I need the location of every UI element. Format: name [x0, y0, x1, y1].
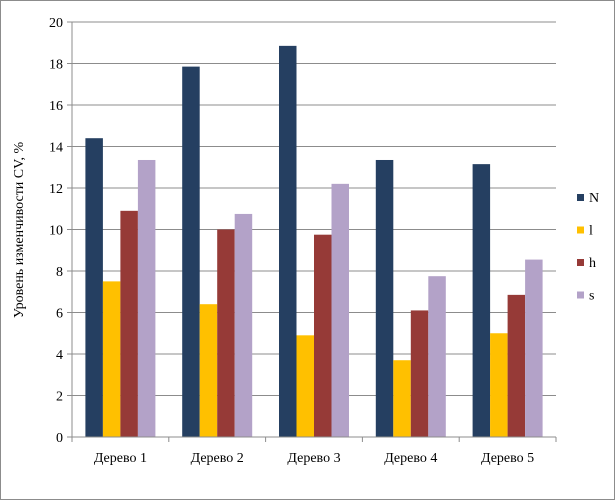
y-tick-label: 2: [56, 390, 63, 405]
bar-N-2: [182, 66, 200, 438]
y-tick-label: 4: [56, 348, 63, 363]
legend-label-N: N: [589, 191, 599, 206]
legend-swatch-h: [577, 259, 584, 266]
tick-labels: 0 2 4 6 8 10 12 14 16 18 20 Дерево 1 Дерево 2 Дерево …: [49, 16, 534, 466]
legend-swatch-N: [577, 194, 584, 201]
bar-l-5: [490, 333, 508, 437]
y-tick-label: 18: [49, 58, 63, 73]
bar-N-4: [375, 159, 394, 438]
legend: Nl h s: [577, 191, 599, 304]
x-tick-label: Дерево 2: [191, 451, 244, 466]
y-tick-label: 16: [49, 99, 63, 114]
legend-label-s: s: [589, 289, 594, 304]
x-tick-label: Дерево 3: [287, 451, 340, 466]
legend-label-h: h: [589, 256, 596, 271]
bar-l-1: [102, 281, 121, 437]
y-tick-label: 6: [56, 307, 63, 322]
bar-s-5: [525, 259, 543, 437]
bar-s-3: [331, 183, 349, 437]
bar-h-4: [410, 310, 429, 437]
bar-h-1: [120, 210, 138, 437]
bar-l-2: [199, 304, 218, 437]
x-tick-label: Дерево 1: [94, 451, 147, 466]
bar-l-4: [393, 360, 411, 437]
bar-N-3: [279, 45, 297, 438]
y-axis-title: Уровень изменчивости CV, %: [12, 142, 27, 319]
x-tick-label: Дерево 4: [384, 451, 437, 466]
bar-N-1: [85, 138, 103, 437]
legend-swatch-s: [577, 291, 584, 299]
bar-h-5: [507, 294, 526, 437]
bar-l-3: [296, 335, 314, 437]
bar-N-5: [472, 164, 491, 437]
y-tick-label: 20: [49, 16, 63, 31]
bar-s-1: [137, 159, 156, 438]
bar-h-3: [314, 234, 332, 437]
axes: [67, 21, 557, 442]
x-tick-label: Дерево 5: [481, 451, 534, 466]
y-tick-label: 12: [49, 182, 63, 197]
y-tick-label: 10: [49, 224, 63, 239]
y-tick-label: 0: [56, 431, 63, 446]
bars: [85, 45, 543, 438]
bar-s-4: [428, 276, 446, 437]
y-tick-label: 14: [49, 141, 63, 156]
bar-h-2: [217, 229, 235, 437]
legend-label-l: l: [589, 224, 593, 239]
legend-swatch-l: [577, 226, 584, 234]
bar-s-2: [234, 213, 253, 437]
y-tick-label: 8: [56, 265, 63, 280]
